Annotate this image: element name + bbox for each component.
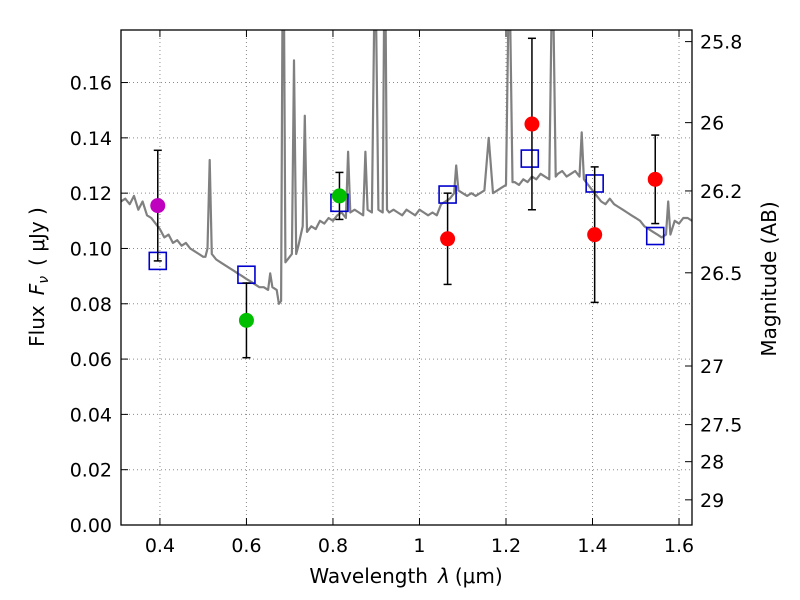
grid [121, 30, 692, 526]
observed-flux-point [524, 116, 540, 132]
spectrum-line [121, 30, 692, 305]
y-tick-label: 0.04 [70, 404, 112, 426]
y2-tick-label: 29 [700, 490, 724, 512]
observed-flux-point [647, 171, 663, 187]
y-tick-label: 0.12 [70, 183, 112, 205]
observed-flux-point [150, 198, 166, 214]
x-axis-label: Wavelength λ (μm) [309, 564, 502, 588]
y-tick-label: 0.00 [70, 515, 112, 537]
y2-tick-label: 27.5 [700, 415, 742, 437]
y-tick-label: 0.06 [70, 349, 112, 371]
y-tick-label: 0.08 [70, 294, 112, 316]
y-tick-label: 0.16 [70, 73, 112, 95]
y-axis-label: FluxFν( μJy ) [25, 207, 52, 347]
y-tick-label: 0.02 [70, 460, 112, 482]
observed-flux-point [587, 227, 603, 243]
x-tick-label: 0.4 [145, 535, 175, 557]
y-tick-label: 0.14 [70, 128, 112, 150]
x-tick-label: 1.6 [664, 535, 694, 557]
y2-tick-label: 28 [700, 452, 724, 474]
observed-flux-point [331, 188, 347, 204]
model-band-marker [645, 226, 665, 246]
x-tick-label: 0.6 [231, 535, 261, 557]
y-tick-label: 0.10 [70, 238, 112, 260]
observed-flux-point [238, 312, 254, 328]
observed-flux-point [440, 231, 456, 247]
y2-tick-label: 26 [700, 113, 724, 135]
x-tick-label: 0.8 [318, 535, 348, 557]
x-tick-label: 1.4 [577, 535, 607, 557]
y2-axis-label: Magnitude (AB) [757, 201, 781, 356]
y2-tick-label: 25.8 [700, 32, 742, 54]
plot-frame [120, 29, 693, 526]
model-band-series [148, 149, 665, 285]
observed-series [150, 37, 663, 359]
y2-tick-label: 27 [700, 356, 724, 378]
model-band-marker [520, 149, 540, 168]
y2-tick-label: 26.5 [700, 263, 742, 285]
x-tick-label: 1 [413, 535, 425, 557]
spectrum-series [121, 30, 692, 305]
x-tick-label: 1.2 [491, 535, 521, 557]
axis-ticks: 0.4 0.6 0.8 1 1.2 1.4 1.6 0.00 0.02 0.04 0.06 0.08 0… [70, 30, 742, 557]
y2-tick-label: 26.2 [700, 181, 742, 203]
